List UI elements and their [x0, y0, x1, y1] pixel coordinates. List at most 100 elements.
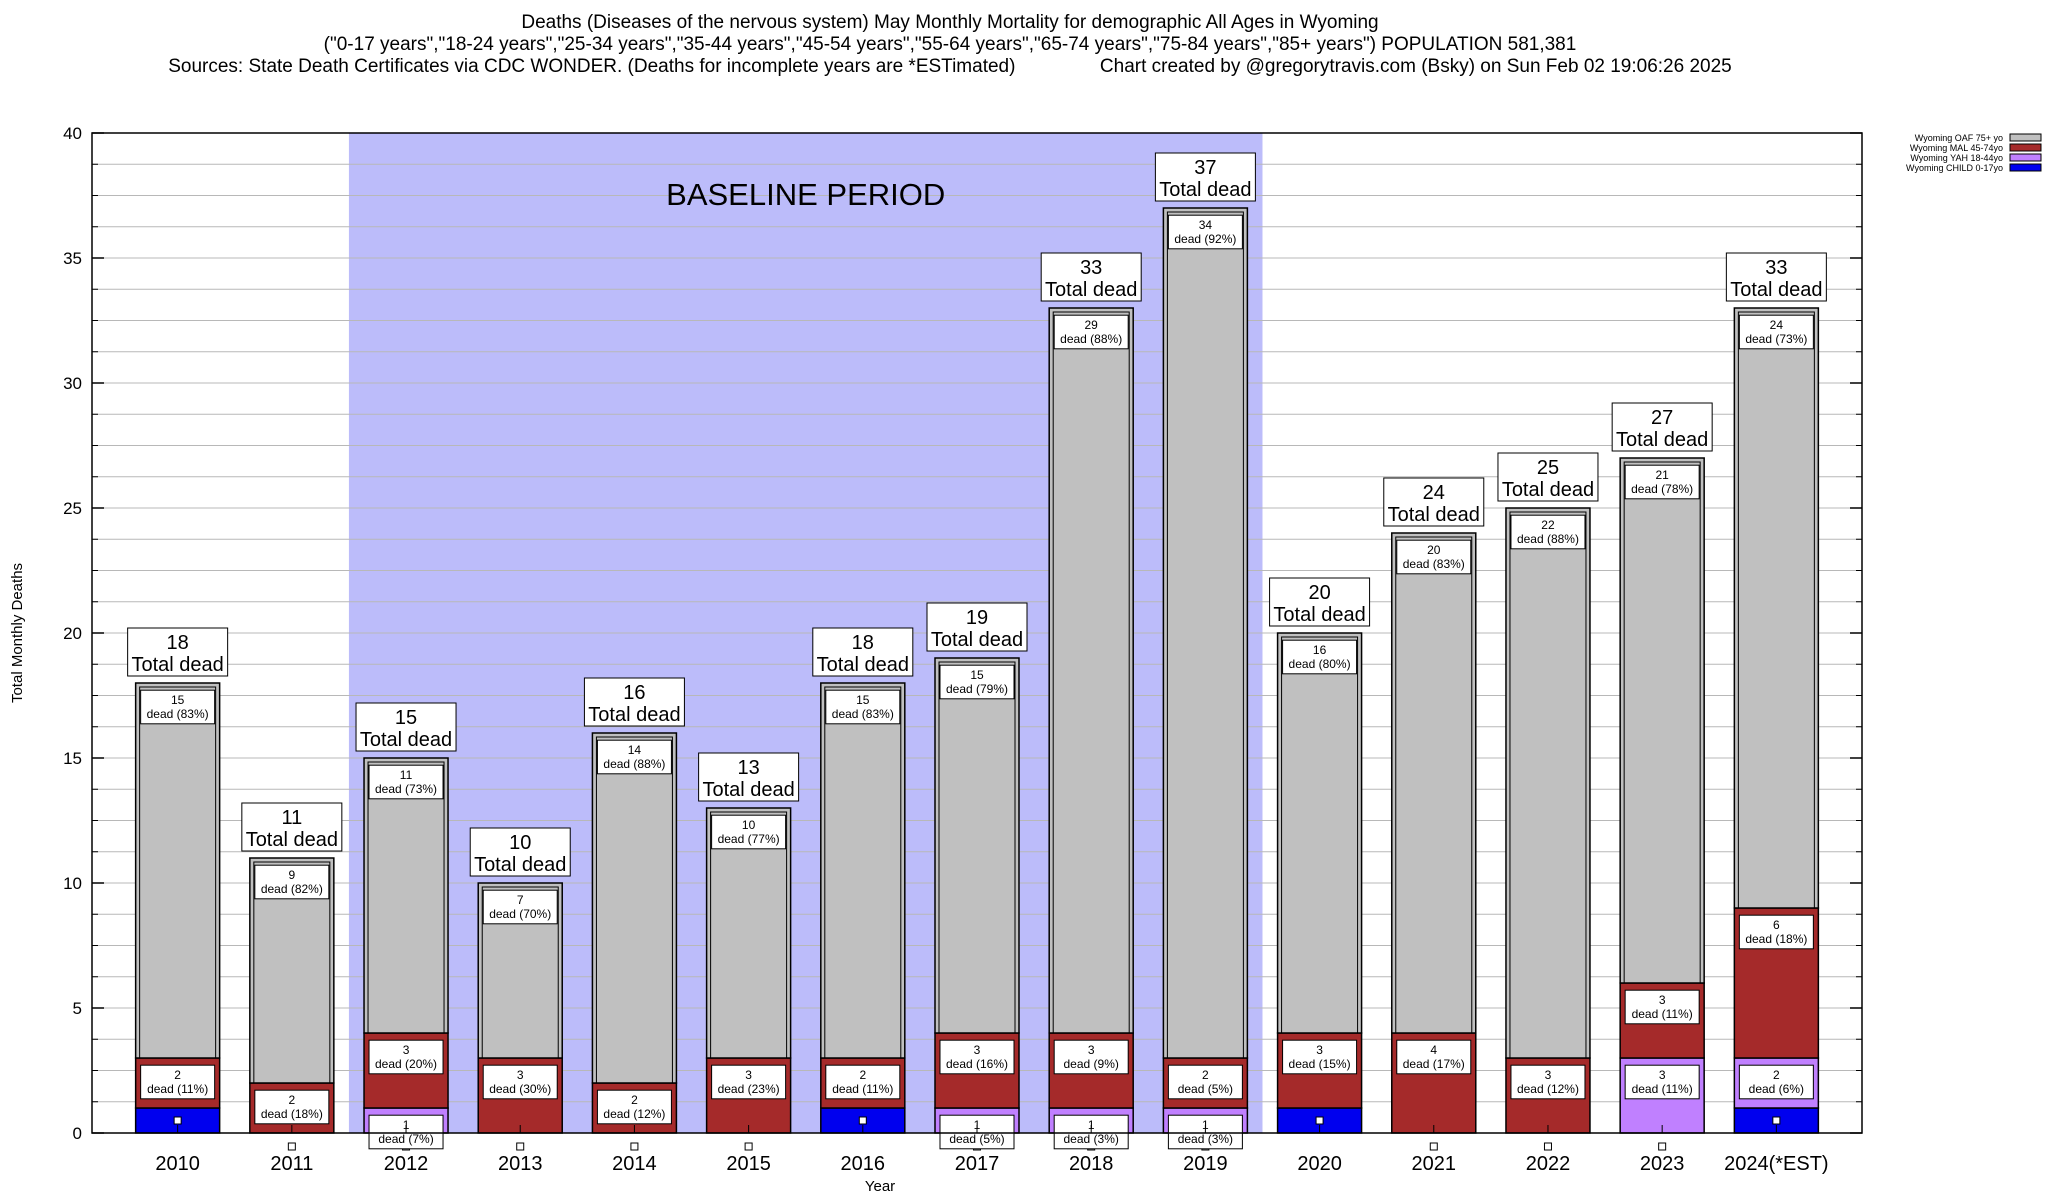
bar-segment	[1162, 207, 1249, 1059]
segment-label-text: dead (83%)	[147, 707, 209, 721]
segment-label-box	[482, 889, 558, 925]
bar-segment	[591, 732, 678, 1084]
bar-segment-inner-border	[1737, 311, 1815, 909]
child-marker	[173, 1116, 182, 1125]
segment-label-box	[1738, 314, 1814, 350]
child-marker	[1315, 1116, 1324, 1125]
bar-segment	[1391, 532, 1477, 1034]
bar-segment-inner-border	[1623, 461, 1701, 984]
total-label-text: Total dead	[246, 829, 338, 851]
total-label-box	[1497, 452, 1599, 502]
bar-segment	[1048, 307, 1134, 1034]
segment-label-text: dead (11%)	[1632, 1007, 1693, 1021]
segment-label-box	[1053, 314, 1129, 350]
segment-label-text: 15	[171, 693, 185, 707]
bar-segment	[705, 807, 792, 1059]
total-label-text: Total dead	[1273, 604, 1365, 626]
segment-label-text: dead (5%)	[1178, 1082, 1233, 1096]
segment-label-box	[825, 689, 901, 725]
segment-label-text: dead (7%)	[378, 1132, 433, 1146]
bar-segment-inner-border	[710, 811, 788, 1059]
legend-entry-swatch	[2009, 163, 2042, 172]
total-label-text: Total dead	[817, 654, 909, 676]
bar-segment	[1733, 307, 1820, 909]
bar-segment-inner-border	[1166, 211, 1244, 1059]
total-label-value: 25	[1537, 457, 1559, 479]
x-tick-label: 2021	[1412, 1153, 1457, 1175]
segment-label-text: dead (70%)	[489, 907, 551, 921]
segment-label-text: 24	[1770, 318, 1784, 332]
y-tick-label: 5	[73, 999, 82, 1018]
segment-label-text: dead (73%)	[1745, 332, 1807, 346]
total-label-box	[1040, 252, 1142, 302]
child-marker	[1772, 1116, 1781, 1125]
segment-label-text: dead (20%)	[375, 1057, 437, 1071]
segment-label-text: 3	[403, 1043, 410, 1057]
bar-segment-inner-border	[1509, 511, 1587, 1059]
segment-label-box	[939, 664, 1015, 700]
total-label-box	[1383, 477, 1485, 527]
segment-label-text: dead (18%)	[261, 1107, 323, 1121]
y-tick-label: 0	[73, 1124, 82, 1143]
segment-label-box	[1282, 639, 1358, 675]
segment-label-text: 2	[631, 1093, 638, 1107]
segment-label-text: dead (78%)	[1631, 482, 1693, 496]
segment-label-box	[596, 739, 672, 775]
chart-title: Deaths (Diseases of the nervous system) …	[521, 12, 1379, 33]
child-marker	[744, 1142, 753, 1151]
bar-segment-inner-border	[367, 761, 445, 1034]
bar-group-2014	[591, 732, 678, 1151]
legend-entry-label: Wyoming CHILD 0-17yo	[1906, 163, 2003, 173]
y-axis-label: Total Monthly Deaths	[9, 563, 26, 703]
child-marker	[630, 1142, 639, 1151]
x-tick-label: 2016	[841, 1153, 886, 1175]
total-label-text: Total dead	[1159, 179, 1251, 201]
segment-label-text: 10	[742, 818, 756, 832]
segment-label-text: dead (12%)	[1517, 1082, 1579, 1096]
segment-label-box	[1510, 514, 1586, 550]
segment-label-text: 6	[1773, 918, 1780, 932]
x-tick-label: 2015	[726, 1153, 771, 1175]
child-marker	[1658, 1142, 1667, 1151]
total-label-value: 11	[281, 807, 302, 829]
segment-label-text: dead (11%)	[832, 1082, 893, 1096]
total-label-text: Total dead	[931, 629, 1023, 651]
bar-segment	[934, 657, 1020, 1034]
segment-label-text: dead (92%)	[1174, 232, 1236, 246]
total-label-box	[698, 752, 800, 802]
bar-group-2019	[1162, 207, 1249, 1151]
bar-segment-inner-border	[824, 686, 902, 1059]
bar-segment-inner-border	[938, 661, 1016, 1034]
segment-label-box	[1624, 1064, 1700, 1100]
total-label-box	[1611, 402, 1713, 452]
segment-label-text: dead (88%)	[1060, 332, 1122, 346]
segment-label-text: dead (83%)	[1403, 557, 1465, 571]
y-tick-label: 10	[63, 874, 82, 893]
total-label-value: 37	[1194, 157, 1216, 179]
total-label-box	[583, 677, 685, 727]
segment-label-text: dead (16%)	[946, 1057, 1008, 1071]
segment-label-text: dead (3%)	[1178, 1132, 1233, 1146]
total-label-box	[1154, 152, 1256, 202]
chart-sources-and-credit: Sources: State Death Certificates via CD…	[0, 56, 1900, 78]
segment-label-text: 21	[1655, 468, 1669, 482]
x-tick-label: 2011	[270, 1153, 313, 1175]
segment-label-text: 15	[856, 693, 870, 707]
total-label-text: Total dead	[360, 729, 452, 751]
